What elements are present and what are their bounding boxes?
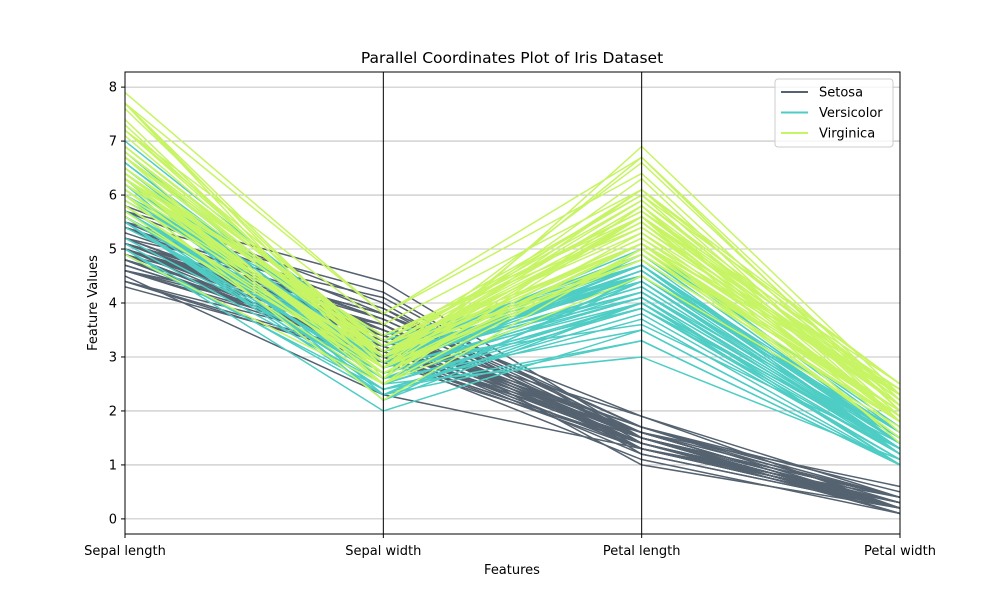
y-tick-label: 3 bbox=[109, 350, 117, 365]
series-line bbox=[124, 199, 901, 423]
y-tick-label: 7 bbox=[109, 135, 117, 150]
y-tick-label: 4 bbox=[109, 297, 117, 312]
series-line bbox=[124, 167, 901, 412]
series-line bbox=[124, 156, 901, 385]
series-lines bbox=[124, 91, 901, 515]
series-line bbox=[124, 248, 901, 466]
x-ticks: Sepal length Sepal width Petal length Petal… bbox=[84, 534, 936, 559]
y-tick-label: 0 bbox=[109, 512, 117, 527]
series-line bbox=[124, 242, 901, 461]
series-line bbox=[124, 129, 901, 385]
x-axis-label: Features bbox=[484, 563, 540, 578]
legend-label: Virginica bbox=[819, 127, 875, 142]
y-tick-label: 6 bbox=[109, 189, 117, 204]
series-line bbox=[124, 102, 901, 412]
legend-label: Versicolor bbox=[819, 106, 883, 121]
series-line bbox=[124, 172, 901, 401]
y-tick-label: 8 bbox=[109, 81, 117, 96]
chart-title: Parallel Coordinates Plot of Iris Datase… bbox=[361, 49, 663, 67]
series-line bbox=[124, 194, 901, 439]
series-line bbox=[124, 253, 901, 428]
series-line bbox=[124, 205, 901, 417]
x-tick-label: Petal width bbox=[864, 544, 936, 559]
series-line bbox=[124, 156, 901, 390]
x-tick-label: Sepal length bbox=[84, 544, 166, 559]
y-tick-label: 5 bbox=[109, 243, 117, 258]
legend: Setosa Versicolor Virginica bbox=[774, 78, 894, 148]
legend-box bbox=[774, 78, 894, 148]
series-line bbox=[124, 221, 901, 466]
grid-lines bbox=[125, 86, 900, 520]
series-line bbox=[124, 183, 901, 396]
y-tick-label: 1 bbox=[109, 458, 117, 473]
x-tick-label: Petal length bbox=[603, 544, 681, 559]
series-line bbox=[124, 221, 901, 450]
y-axis-label: Feature Values bbox=[86, 255, 101, 351]
series-virginica bbox=[124, 91, 901, 444]
y-ticks: 0 1 2 3 4 5 6 7 8 bbox=[109, 81, 125, 527]
series-line bbox=[124, 102, 901, 401]
y-tick-label: 2 bbox=[109, 404, 117, 419]
legend-label: Setosa bbox=[819, 86, 863, 101]
x-tick-label: Sepal width bbox=[345, 544, 421, 559]
